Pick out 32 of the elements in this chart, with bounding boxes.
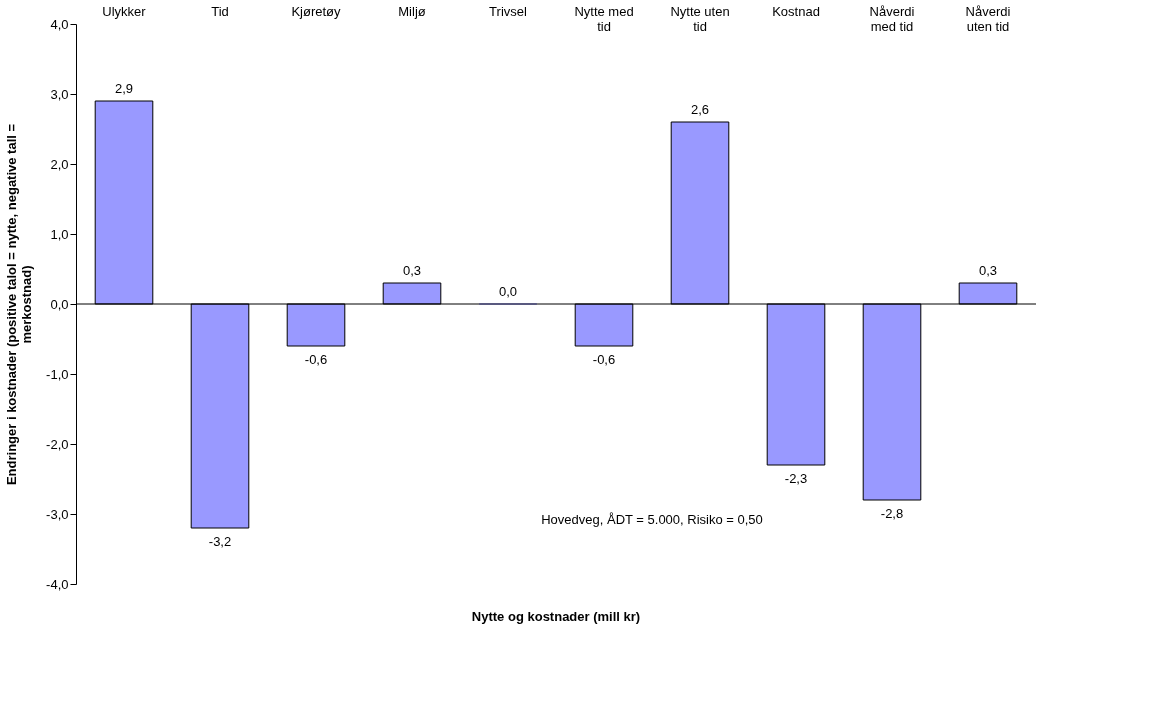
y-tick-label: 1,0: [50, 226, 69, 242]
y-tick-label: 3,0: [50, 86, 69, 102]
data-label: -2,8: [880, 506, 904, 521]
x-tick-label: Nåverdi uten tid: [965, 3, 1011, 34]
y-tick-label: -1,0: [46, 366, 69, 382]
x-tick-label: Tid: [211, 3, 229, 19]
annotation: Hovedveg, ÅDT = 5.000, Risiko = 0,50: [541, 511, 763, 527]
data-label: 0,0: [498, 284, 518, 299]
data-label: -0,6: [304, 352, 328, 367]
y-tick-label: 2,0: [50, 156, 69, 172]
y-tick-label: -3,0: [46, 506, 69, 522]
data-label: -0,6: [592, 352, 616, 367]
y-tick-label: 0,0: [50, 296, 69, 312]
data-label: 0,3: [402, 263, 422, 278]
x-axis-title: Nytte og kostnader (mill kr): [471, 609, 641, 624]
y-tick-label: -2,0: [46, 436, 69, 452]
y-tick-label: -4,0: [46, 576, 69, 592]
data-label: -3,2: [208, 534, 232, 549]
x-tick-label: Trivsel: [489, 3, 528, 19]
y-axis-title: Endringer i kostnader (positive talol = nytte, negative tall = merkostnad): [4, 123, 35, 486]
x-tick-label: Kjøretøy: [291, 3, 342, 19]
data-label: 2,6: [690, 102, 710, 117]
data-label: 2,9: [114, 81, 134, 96]
x-tick-label: Nåverdi med tid: [869, 3, 915, 34]
x-tick-label: Kostnad: [772, 3, 820, 19]
x-tick-label: Nytte uten tid: [670, 3, 730, 34]
data-label: 0,3: [978, 263, 998, 278]
x-tick-label: Ulykker: [102, 3, 147, 19]
x-tick-label: Miljø: [398, 3, 426, 19]
data-label: -2,3: [784, 471, 808, 486]
x-tick-label: Nytte med tid: [574, 3, 634, 34]
y-tick-label: 4,0: [50, 16, 69, 32]
